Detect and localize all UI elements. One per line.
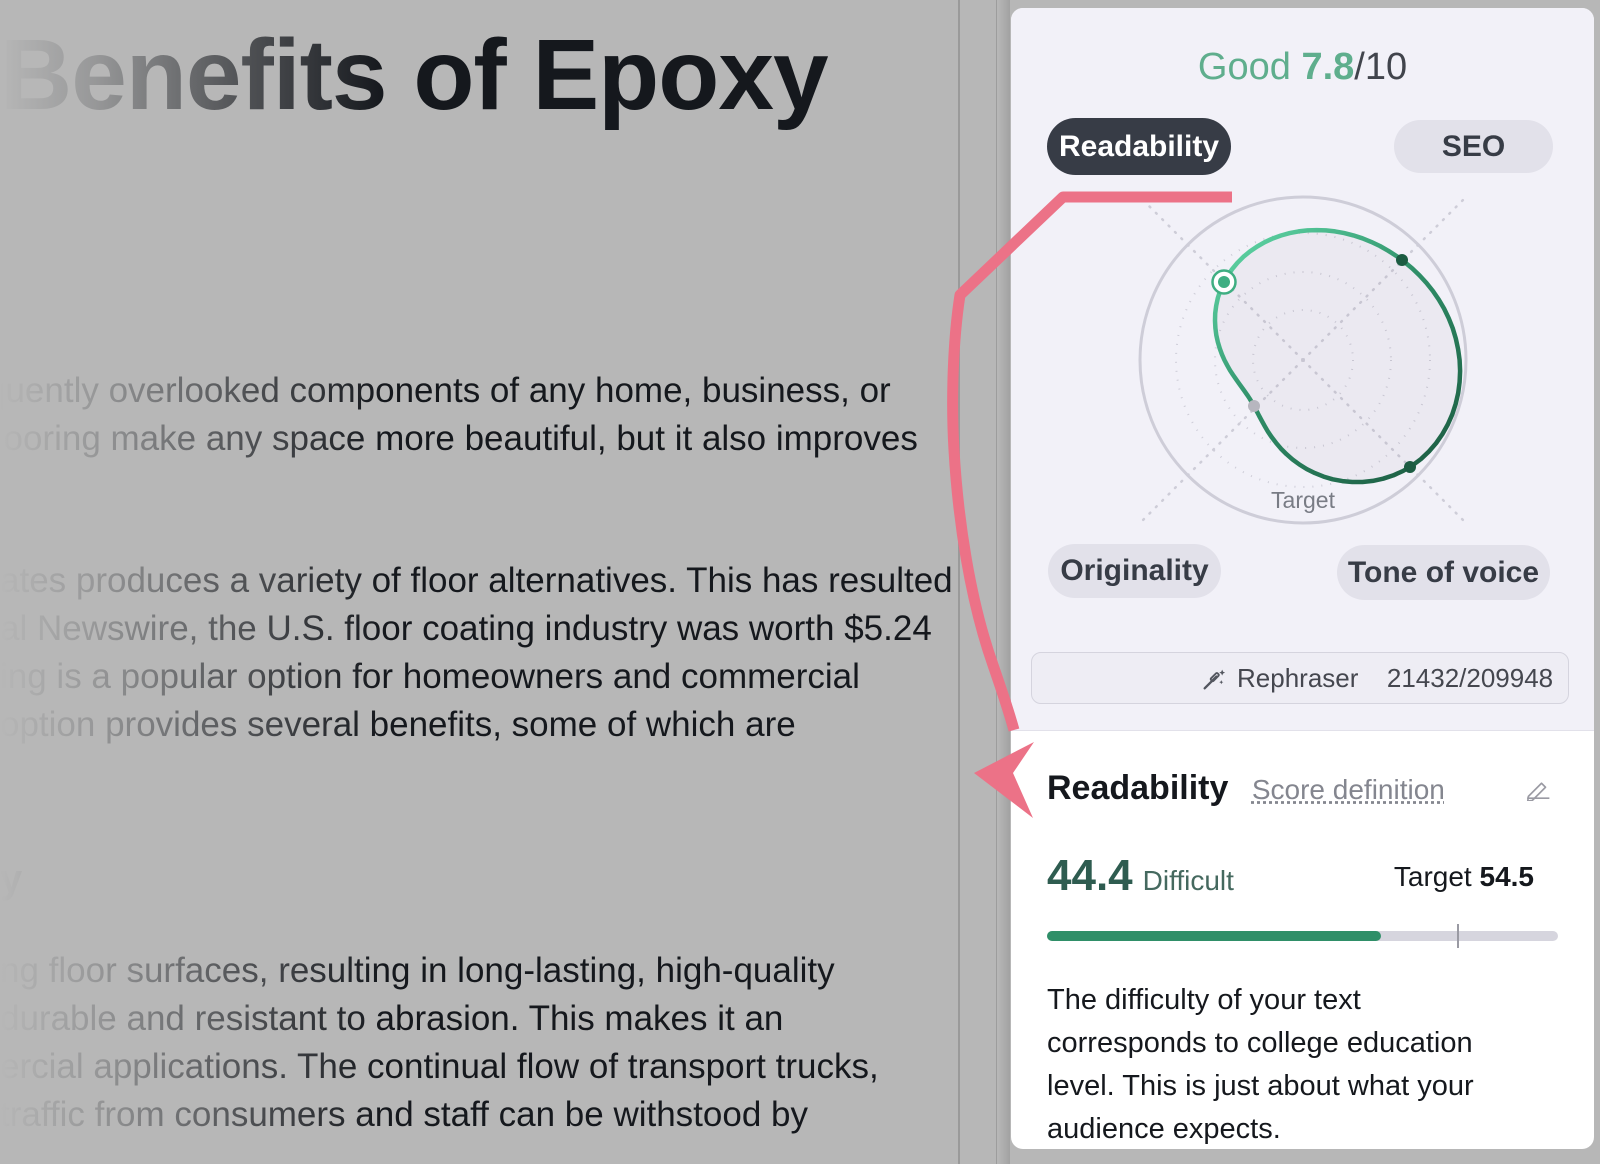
svg-text:Target: Target — [1271, 487, 1336, 513]
